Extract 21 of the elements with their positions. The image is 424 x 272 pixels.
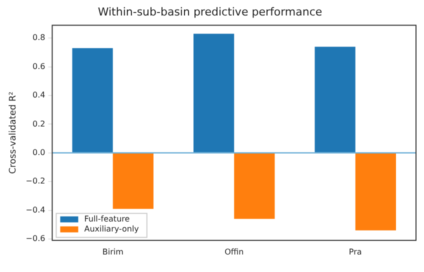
bar [193, 34, 234, 152]
y-tick-label: 0.8 [32, 33, 46, 42]
bar [112, 153, 154, 209]
y-tick-label: 0.6 [32, 62, 46, 71]
y-tick-label: 0.0 [32, 148, 46, 157]
bar [234, 153, 275, 219]
y-tick-label: 0.2 [32, 119, 46, 128]
y-tick-label: −0.6 [26, 234, 46, 244]
bar [314, 46, 356, 152]
legend-label: Auxiliary-only [84, 224, 140, 234]
bar [355, 153, 396, 230]
y-axis-title: Cross-validated R² [8, 91, 19, 174]
x-tick-label: Offin [224, 247, 244, 256]
bar [72, 48, 113, 152]
chart-title: Within-sub-basin predictive performance [98, 5, 322, 18]
y-tick-label: −0.4 [26, 205, 46, 214]
y-tick-label: −0.2 [26, 176, 46, 186]
legend-label: Full-feature [84, 214, 130, 224]
y-tick-label: 0.4 [32, 90, 46, 100]
x-tick-label: Pra [348, 247, 362, 256]
x-tick-label: Birim [102, 247, 124, 256]
